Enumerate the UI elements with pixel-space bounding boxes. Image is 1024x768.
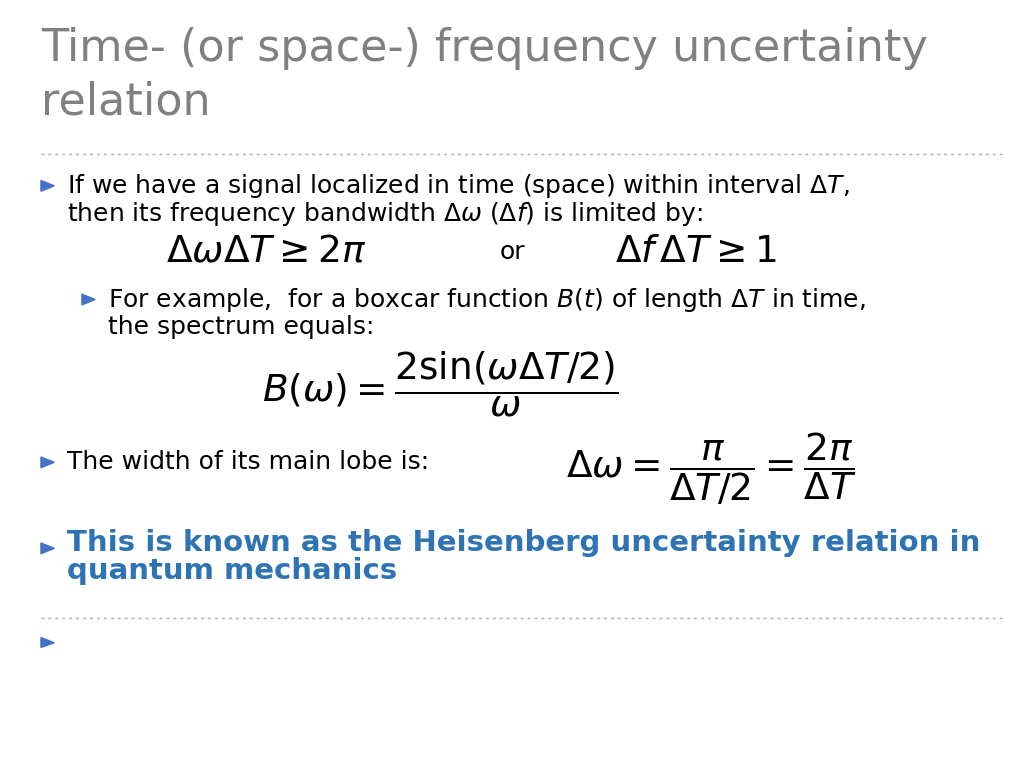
Text: If we have a signal localized in time (space) within interval $\Delta T$,: If we have a signal localized in time (s… [67,172,849,200]
Text: $B(\omega) = \dfrac{2\sin(\omega\Delta T/2)}{\omega}$: $B(\omega) = \dfrac{2\sin(\omega\Delta T… [262,349,618,419]
Text: then its frequency bandwidth $\Delta\omega$ ($\Delta f$) is limited by:: then its frequency bandwidth $\Delta\ome… [67,200,702,227]
Text: quantum mechanics: quantum mechanics [67,558,396,585]
Text: Time- (or space-) frequency uncertainty: Time- (or space-) frequency uncertainty [41,27,928,70]
Text: the spectrum equals:: the spectrum equals: [108,315,374,339]
Text: $\Delta\omega = \dfrac{\pi}{\Delta T/2} = \dfrac{2\pi}{\Delta T}$: $\Delta\omega = \dfrac{\pi}{\Delta T/2} … [566,430,857,507]
Polygon shape [41,457,54,468]
Polygon shape [41,543,54,554]
Text: relation: relation [41,81,211,124]
Polygon shape [82,294,95,305]
Text: The width of its main lobe is:: The width of its main lobe is: [67,450,429,475]
Text: For example,  for a boxcar function $B(t)$ of length $\Delta T$ in time,: For example, for a boxcar function $B(t)… [108,286,865,313]
Text: $\Delta f\,\Delta T \geq 1$: $\Delta f\,\Delta T \geq 1$ [615,234,777,270]
Text: This is known as the Heisenberg uncertainty relation in: This is known as the Heisenberg uncertai… [67,529,980,557]
Polygon shape [41,637,54,647]
Polygon shape [41,180,54,191]
Text: $\Delta\omega\Delta T \geq 2\pi$: $\Delta\omega\Delta T \geq 2\pi$ [166,234,367,270]
Text: or: or [499,240,525,264]
